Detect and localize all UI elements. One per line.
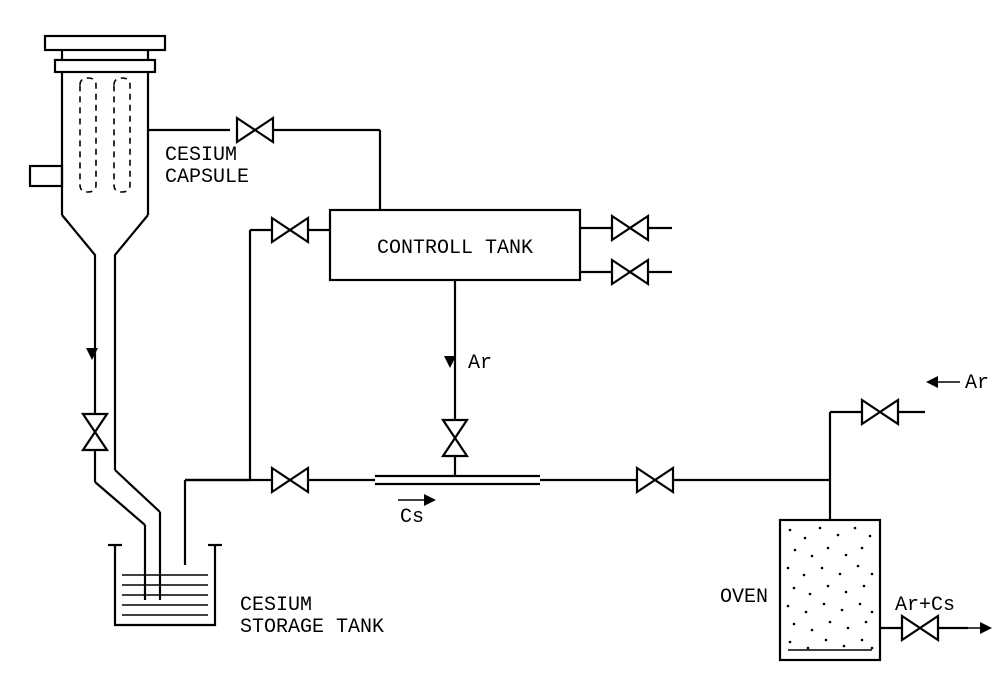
arrow-right-icon: [980, 622, 992, 634]
oven: [780, 520, 880, 660]
ar-label: Ar: [468, 352, 492, 375]
arrow-right-icon: [424, 494, 436, 506]
oven-label: OVEN: [720, 586, 768, 609]
storage-label-1: CESIUM: [240, 594, 312, 617]
ar2-label: Ar: [965, 372, 989, 395]
valve-icon: [272, 218, 308, 242]
cs-label: Cs: [400, 506, 424, 529]
capsule-label-1: CESIUM: [165, 144, 237, 167]
valve-icon: [637, 468, 673, 492]
arrow-left-icon: [926, 376, 938, 388]
valve-icon: [862, 400, 898, 424]
valve-icon: [272, 468, 308, 492]
diagram-canvas: CESIUM CAPSULE CONTROLL TANK Ar: [0, 0, 1000, 689]
capsule-label-2: CAPSULE: [165, 166, 249, 189]
valve-icon: [443, 420, 467, 456]
arrow-down-icon: [86, 348, 98, 360]
valve-icon: [612, 260, 648, 284]
valve-icon: [237, 118, 273, 142]
controll-tank-label: CONTROLL TANK: [377, 237, 533, 260]
valve-icon: [83, 414, 107, 450]
arcs-label: Ar+Cs: [895, 594, 955, 617]
storage-label-2: STORAGE TANK: [240, 616, 384, 639]
valve-icon: [902, 616, 938, 640]
valve-icon: [612, 216, 648, 240]
cesium-storage-tank: [108, 545, 222, 625]
